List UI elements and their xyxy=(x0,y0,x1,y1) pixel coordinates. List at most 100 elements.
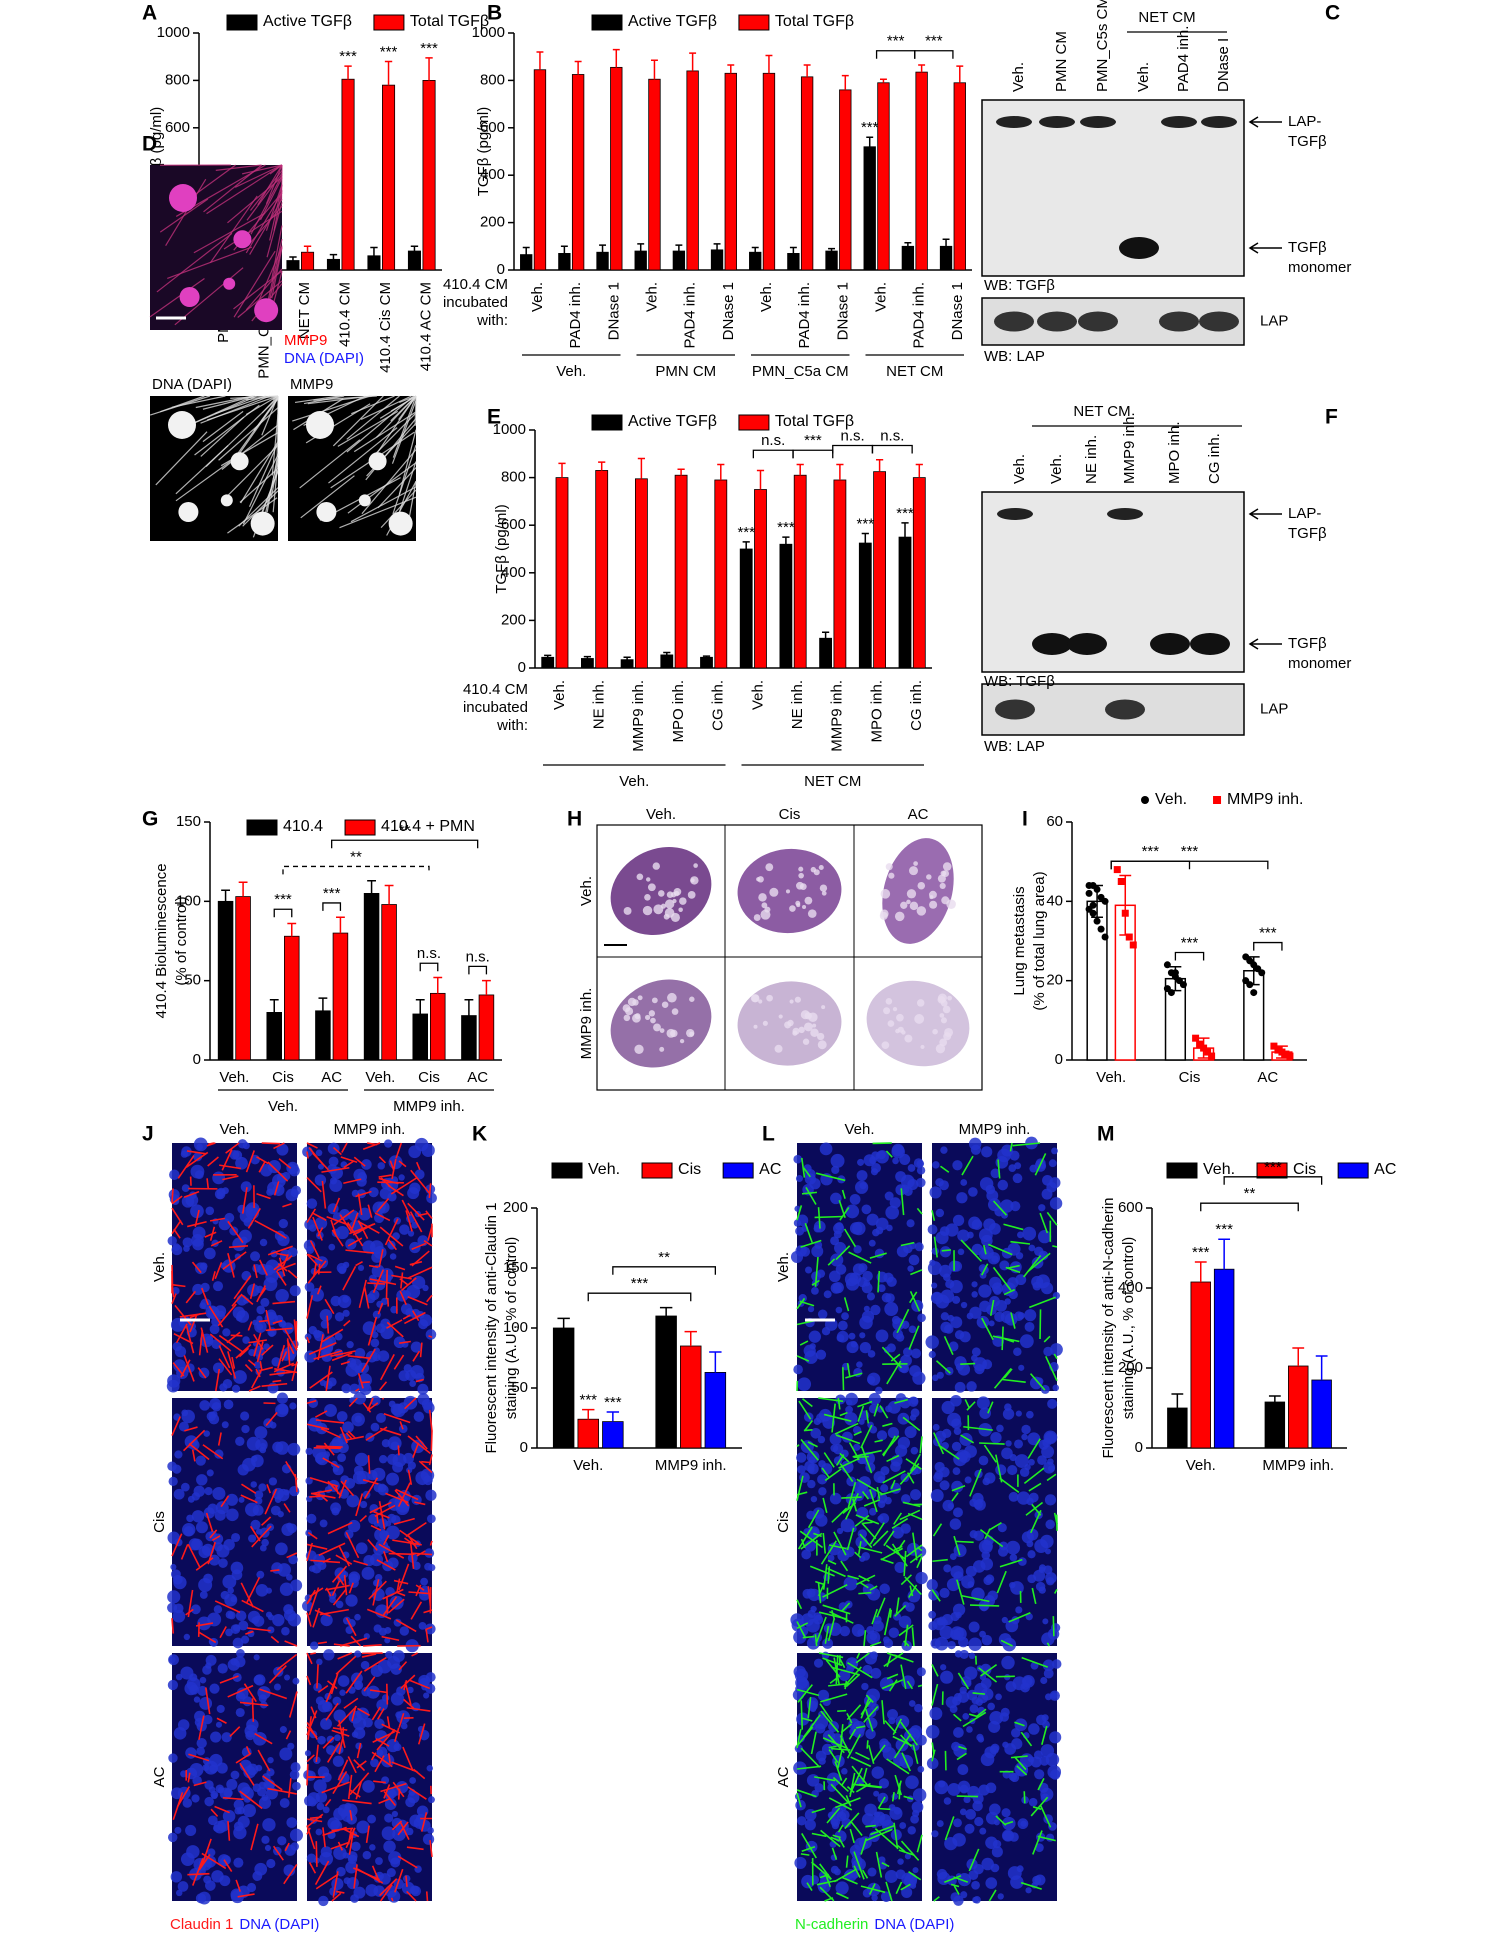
nucleus xyxy=(988,1721,1000,1733)
bar xyxy=(603,1422,624,1448)
y-tick-label: 800 xyxy=(480,71,505,88)
nucleus xyxy=(973,1896,981,1904)
band xyxy=(1067,633,1107,655)
nucleus xyxy=(174,1489,185,1500)
error-bar xyxy=(558,463,565,477)
nucleus xyxy=(371,1423,380,1432)
alveolus xyxy=(648,883,656,891)
nucleus xyxy=(215,1510,226,1521)
column-label: Veh. xyxy=(844,1121,874,1138)
nucleus xyxy=(262,1818,275,1831)
x-tick-label: MMP9 inh. xyxy=(829,680,846,752)
data-point xyxy=(1172,969,1179,976)
error-bar xyxy=(637,244,644,251)
nucleus xyxy=(198,1546,210,1558)
nucleus xyxy=(900,1523,910,1533)
nucleus xyxy=(224,1593,237,1606)
data-point xyxy=(1118,878,1125,885)
nucleus xyxy=(224,1400,234,1410)
nucleus xyxy=(892,1144,904,1156)
nucleus xyxy=(834,1230,842,1238)
bar xyxy=(553,1328,574,1448)
bar xyxy=(913,478,925,668)
alveolus xyxy=(769,888,778,897)
nucleus xyxy=(885,1405,892,1412)
nucleus xyxy=(905,1775,919,1789)
nucleus xyxy=(971,1881,980,1890)
nucleus xyxy=(939,1588,949,1598)
nucleus xyxy=(209,1414,220,1425)
x-tick-label: CG inh. xyxy=(710,680,727,731)
nucleus xyxy=(348,1571,360,1583)
nucleus xyxy=(414,1411,424,1421)
nucleus xyxy=(929,1186,941,1198)
nucleus xyxy=(960,1650,969,1659)
cell-body xyxy=(389,512,413,536)
nucleus xyxy=(391,1692,404,1705)
bar xyxy=(520,255,532,270)
cell-body xyxy=(221,494,233,506)
nucleus xyxy=(1048,1465,1055,1472)
nucleus xyxy=(931,1282,937,1288)
nucleus xyxy=(957,1764,968,1775)
nucleus xyxy=(969,1622,980,1633)
nucleus xyxy=(169,1656,176,1663)
bar xyxy=(740,549,752,668)
nucleus xyxy=(1022,1675,1035,1688)
alveolus xyxy=(913,861,918,866)
nucleus xyxy=(989,1803,1001,1815)
y-tick-label: 600 xyxy=(1118,1199,1143,1216)
fiber xyxy=(398,1445,399,1455)
error-bar xyxy=(416,1000,425,1014)
lane-label: MPO inh. xyxy=(1166,421,1183,484)
nucleus xyxy=(835,1222,843,1230)
fiber xyxy=(960,1364,975,1365)
nucleus xyxy=(837,1331,849,1343)
nucleus xyxy=(378,1162,385,1169)
alveolus xyxy=(793,1028,800,1035)
nucleus xyxy=(1010,1554,1018,1562)
error-bar xyxy=(599,245,606,252)
band xyxy=(997,508,1033,520)
alveolus xyxy=(941,1017,947,1023)
alveolus xyxy=(667,993,677,1003)
nucleus xyxy=(347,1851,357,1861)
alveolus xyxy=(643,906,652,915)
nucleus xyxy=(399,1370,410,1381)
fiber xyxy=(208,1143,214,1144)
nucleus xyxy=(928,1225,938,1235)
alveolus xyxy=(790,999,794,1003)
nucleus xyxy=(427,1765,433,1771)
alveolus xyxy=(678,907,683,912)
nucleus xyxy=(796,1452,806,1462)
micrograph xyxy=(302,1138,437,1395)
alveolus xyxy=(947,996,952,1001)
y-tick-label: 1000 xyxy=(493,421,526,438)
alveolus xyxy=(808,909,817,918)
fiber xyxy=(307,1764,308,1785)
fiber xyxy=(942,1250,951,1251)
nucleus xyxy=(1024,1309,1036,1321)
x-tick-label: Veh. xyxy=(758,282,775,312)
alveolus xyxy=(914,1014,924,1024)
nucleus xyxy=(912,1371,925,1384)
nucleus xyxy=(1029,1798,1038,1807)
nucleus xyxy=(909,1255,920,1266)
fiber xyxy=(1053,1616,1054,1636)
nucleus xyxy=(1001,1656,1014,1669)
nucleus xyxy=(913,1788,927,1802)
nucleus xyxy=(288,1247,298,1257)
nucleus xyxy=(846,1277,859,1290)
panel-label: L xyxy=(762,1123,775,1146)
nucleus xyxy=(169,1170,179,1180)
nucleus xyxy=(346,1494,359,1507)
group-label: NET CM xyxy=(804,773,861,790)
nucleus xyxy=(965,1824,975,1834)
nucleus xyxy=(917,1667,926,1676)
bar xyxy=(364,893,379,1060)
nucleus xyxy=(260,1298,269,1307)
band-label: monomer xyxy=(1288,259,1351,276)
nucleus xyxy=(1024,1464,1030,1470)
nucleus xyxy=(217,1705,225,1713)
nucleus xyxy=(931,1489,944,1502)
